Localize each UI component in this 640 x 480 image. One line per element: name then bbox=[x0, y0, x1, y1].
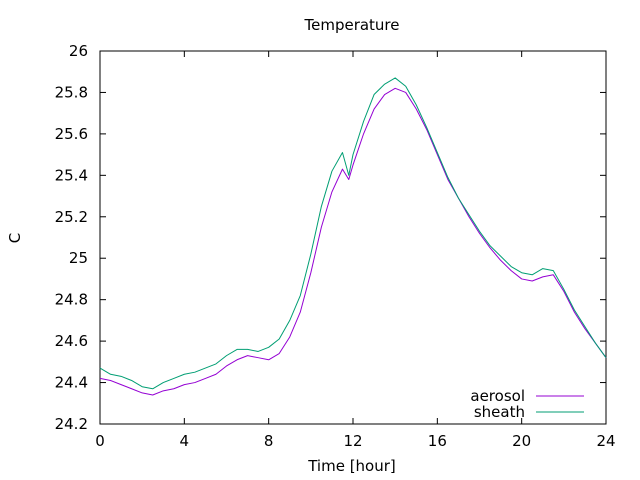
x-tick-label: 0 bbox=[95, 432, 105, 450]
plot-frame bbox=[99, 50, 607, 425]
x-tick-label: 24 bbox=[596, 432, 615, 450]
x-tick-label: 8 bbox=[264, 432, 274, 450]
series-line-aerosol bbox=[99, 87, 607, 396]
y-tick-label: 24.4 bbox=[55, 374, 88, 392]
series-line-sheath bbox=[99, 77, 607, 390]
series-layer bbox=[99, 77, 607, 396]
y-tick-label: 24.2 bbox=[55, 415, 88, 433]
x-tick-label: 12 bbox=[343, 432, 362, 450]
axis-ticks: 0 4 8 12 16 20 24 24.2 24.4 24.6 24.8 25 25.2 25.4 25.… bbox=[55, 42, 616, 450]
x-axis-label: Time [hour] bbox=[307, 457, 396, 475]
y-tick-label: 25 bbox=[69, 249, 88, 267]
y-tick-label: 24.6 bbox=[55, 332, 88, 350]
chart-title: Temperature bbox=[303, 16, 399, 34]
x-tick-label: 20 bbox=[512, 432, 531, 450]
legend-label-aerosol: aerosol bbox=[470, 387, 525, 405]
y-tick-label: 25.8 bbox=[55, 83, 88, 101]
y-tick-label: 25.4 bbox=[55, 166, 88, 184]
y-tick-label: 25.2 bbox=[55, 208, 88, 226]
legend-label-sheath: sheath bbox=[474, 403, 525, 421]
y-tick-label: 25.6 bbox=[55, 125, 88, 143]
x-tick-label: 4 bbox=[180, 432, 190, 450]
y-tick-label: 26 bbox=[69, 42, 88, 60]
x-tick-label: 16 bbox=[428, 432, 447, 450]
y-tick-label: 24.8 bbox=[55, 291, 88, 309]
y-axis-label: C bbox=[6, 233, 24, 243]
